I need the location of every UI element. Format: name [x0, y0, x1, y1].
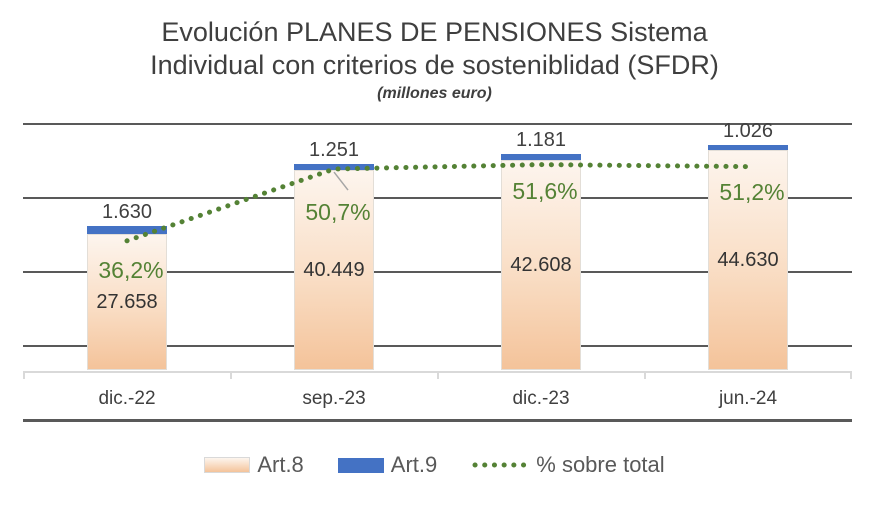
axis-tick: [644, 372, 646, 379]
art8-value-label: 40.449: [303, 259, 365, 282]
axis-tick: [437, 372, 439, 379]
category-label: jun.-24: [718, 388, 778, 409]
chart-title-line2: Individual con criterios de sosteniblida…: [150, 50, 719, 80]
art8-swatch-icon: [204, 457, 251, 473]
legend-item-art8: Art.8: [204, 452, 304, 478]
art9-value-label: 1.630: [101, 200, 153, 223]
pct-sobre-total-label: 50,7%: [305, 199, 371, 225]
dotted-line-swatch-icon: [472, 462, 530, 468]
legend-label-art9: Art.9: [390, 452, 438, 477]
art8-value-label: 42.608: [510, 254, 572, 277]
legend-label-pct: % sobre total: [536, 452, 665, 477]
chart-title-line1: Evolución PLANES DE PENSIONES Sistema: [161, 17, 708, 47]
axis-tick: [850, 372, 852, 379]
axis-tick: [230, 372, 232, 379]
art9-swatch-icon: [337, 457, 384, 473]
art9-value-label: 1.026: [722, 119, 774, 142]
pct-sobre-total-label: 51,2%: [719, 179, 785, 205]
category-label: dic.-23: [512, 388, 570, 409]
art9-value-label: 1.181: [515, 128, 567, 151]
legend-label-art8: Art.8: [257, 452, 304, 477]
art8-value-label: 27.658: [96, 291, 158, 314]
gridline-5000: [23, 345, 852, 347]
art8-value-label: 44.630: [717, 249, 779, 272]
pct-sobre-total-line: [124, 162, 751, 244]
category-label: dic.-22: [98, 388, 156, 409]
gridline-bottom: [23, 419, 852, 422]
gridline-20000: [23, 271, 852, 273]
category-label: sep.-23: [302, 388, 366, 409]
art9-bar-segment: [501, 153, 581, 160]
pct-sobre-total-label: 51,6%: [512, 178, 578, 204]
pct-sobre-total-label: 36,2%: [98, 257, 164, 283]
legend: Art.8 Art.9 % sobre total: [0, 452, 869, 478]
art9-value-label: 1.251: [308, 139, 360, 162]
art9-bar-segment: [708, 144, 788, 150]
legend-item-pct: % sobre total: [471, 452, 665, 478]
chart-title-block: Evolución PLANES DE PENSIONES Sistema In…: [0, 16, 869, 104]
legend-item-art9: Art.9: [337, 452, 438, 478]
art9-bar-segment: [87, 225, 167, 234]
chart-subtitle: (millones euro): [377, 85, 492, 102]
gridline-50000: [23, 123, 852, 125]
axis-tick: [23, 372, 25, 379]
